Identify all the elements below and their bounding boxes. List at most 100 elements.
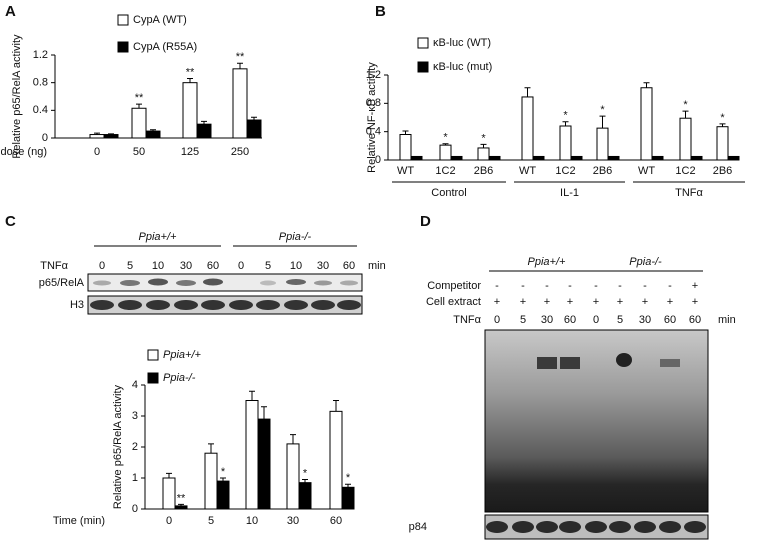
unit-label: min	[718, 314, 736, 326]
error-bar	[402, 130, 409, 135]
x-tick-label: 125	[181, 146, 199, 158]
x-tick-label: 1C2	[435, 165, 455, 177]
error-bar	[345, 483, 351, 488]
error-bar	[94, 132, 100, 135]
bar	[216, 480, 230, 510]
error-bar	[237, 62, 243, 69]
error-bar	[136, 103, 142, 109]
bar	[329, 410, 343, 510]
significance-mark: *	[683, 99, 688, 111]
bar	[651, 155, 664, 161]
row-label: Cell extract	[426, 296, 481, 308]
bar	[521, 96, 534, 161]
bar	[174, 505, 188, 510]
lane-label: +	[642, 296, 648, 308]
error-bar	[333, 400, 339, 412]
lane-label: +	[667, 296, 673, 308]
y-tick-label: 3	[132, 410, 138, 422]
lane-label: 5	[265, 260, 271, 272]
bar	[145, 130, 161, 139]
bar	[204, 452, 218, 510]
x-axis-label: dose (ng)	[1, 146, 47, 158]
lane-label: 30	[541, 314, 553, 326]
x-tick-label: 0	[94, 146, 100, 158]
lane-label: +	[520, 296, 526, 308]
lane-label: -	[643, 280, 647, 292]
error-bar	[251, 116, 257, 121]
x-tick-label: 0	[166, 515, 172, 527]
x-tick-label: 5	[208, 515, 214, 527]
bar	[298, 482, 312, 510]
x-tick-label: 2B6	[713, 165, 733, 177]
group-label: Ppia+/+	[528, 256, 566, 268]
y-axis-label: Relative p65/RelA activity	[11, 34, 23, 159]
band-label: H3	[70, 299, 84, 311]
bar	[532, 155, 545, 161]
error-bar	[108, 133, 114, 135]
bar	[286, 443, 300, 510]
x-tick-label: 10	[246, 515, 258, 527]
legend-label: Ppia-/-	[163, 372, 196, 384]
x-tick-label: 1C2	[675, 165, 695, 177]
panel-letter: B	[375, 3, 386, 20]
error-bar	[643, 82, 650, 88]
lane-label: -	[521, 280, 525, 292]
unit-label: min	[368, 260, 386, 272]
bar	[439, 144, 452, 161]
significance-mark: *	[600, 104, 605, 116]
group-label: Ppia-/-	[279, 231, 312, 243]
bar	[477, 147, 490, 161]
lane-label: 0	[494, 314, 500, 326]
lane-label: 60	[664, 314, 676, 326]
bar	[89, 134, 105, 139]
error-bar	[166, 472, 172, 478]
lane-label: 0	[99, 260, 105, 272]
bar	[640, 87, 653, 161]
lane-label: 5	[520, 314, 526, 326]
bar	[232, 68, 248, 139]
bar	[727, 155, 740, 161]
bands	[93, 278, 358, 286]
gel	[484, 329, 709, 513]
significance-mark: *	[481, 132, 486, 144]
x-tick-label: 250	[231, 146, 249, 158]
legend-label: CypA (R55A)	[133, 41, 197, 53]
lane-label: -	[568, 280, 572, 292]
error-bar	[249, 390, 255, 401]
gel-bands	[537, 353, 680, 369]
y-tick-label: 0	[375, 154, 381, 166]
bar	[162, 477, 176, 510]
error-bar	[208, 443, 214, 454]
legend-label: Ppia+/+	[163, 349, 201, 361]
x-tick-label: 2B6	[593, 165, 613, 177]
error-bar	[719, 123, 726, 127]
lane-label: 5	[617, 314, 623, 326]
bar	[450, 155, 463, 161]
error-bar	[480, 143, 487, 148]
y-tick-label: 1.2	[366, 69, 381, 81]
significance-mark: *	[563, 110, 568, 122]
row-label: TNFα	[453, 314, 481, 326]
bar	[570, 155, 583, 161]
legend-swatch	[147, 349, 159, 361]
error-bar	[442, 143, 449, 146]
x-tick-label: 1C2	[555, 165, 575, 177]
significance-mark: *	[221, 466, 226, 478]
bar	[257, 418, 271, 510]
bar	[410, 155, 423, 161]
lane-label: +	[494, 296, 500, 308]
band-label: p65/RelA	[39, 277, 85, 289]
lane-label: 60	[564, 314, 576, 326]
group-label: Control	[431, 187, 466, 199]
error-bar	[524, 87, 531, 97]
legend-swatch	[147, 372, 159, 384]
lane-label: 0	[238, 260, 244, 272]
significance-mark: **	[236, 51, 245, 63]
band-label: p84	[409, 521, 427, 533]
bands	[486, 521, 706, 533]
error-bar	[150, 129, 156, 132]
panel-letter: A	[5, 3, 16, 20]
lane-label: -	[668, 280, 672, 292]
significance-mark: *	[720, 112, 725, 124]
y-tick-label: 0.8	[366, 97, 381, 109]
